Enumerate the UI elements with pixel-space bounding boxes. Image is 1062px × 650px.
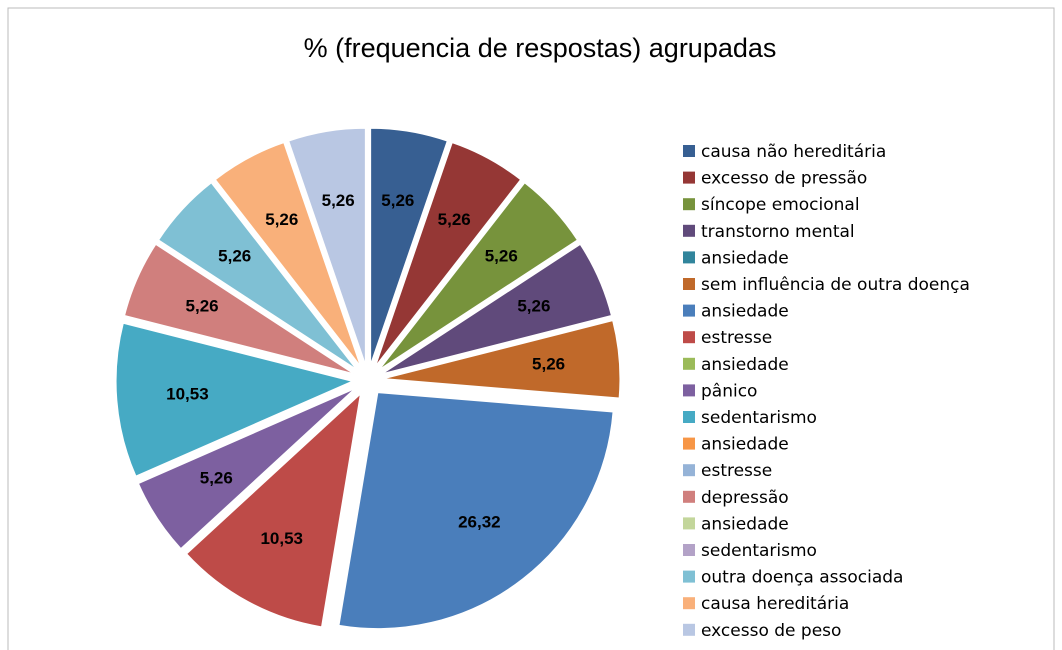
- data-label: 5,26: [265, 210, 298, 229]
- legend-swatch: [683, 251, 695, 264]
- pie-slice: [383, 320, 621, 399]
- pie-slice: [288, 127, 366, 365]
- legend-swatch: [683, 171, 695, 184]
- pie-slice: [338, 392, 614, 630]
- legend-label: ansiedade: [701, 302, 789, 322]
- legend-label: sedentarismo: [701, 541, 817, 561]
- legend-label: estresse: [701, 328, 772, 348]
- legend-label: depressão: [701, 488, 789, 508]
- data-label: 5,26: [532, 354, 565, 373]
- data-label: 5,26: [485, 247, 518, 266]
- pie-slice: [137, 388, 355, 550]
- data-label: 5,26: [200, 469, 233, 488]
- legend-swatch: [683, 597, 695, 610]
- data-label: 5,26: [381, 191, 414, 210]
- pie-slice: [375, 142, 522, 367]
- pie-slice: [214, 142, 361, 367]
- legend-label: pânico: [701, 381, 757, 401]
- legend-swatch: [683, 464, 695, 477]
- data-label: 10,53: [260, 529, 303, 548]
- legend-swatch: [683, 304, 695, 317]
- pie-slice: [158, 182, 357, 370]
- legend-label: estresse: [701, 461, 772, 481]
- pie-slice: [185, 392, 362, 628]
- data-label: 10,53: [166, 384, 209, 403]
- pie-slice: [156, 241, 355, 372]
- chart-title: % (frequencia de respostas) agrupadas: [304, 33, 777, 63]
- legend-label: sedentarismo: [701, 408, 817, 428]
- pie-slice: [182, 390, 357, 551]
- legend-swatch: [683, 411, 695, 423]
- data-label: 5,26: [322, 191, 355, 210]
- legend-swatch: [683, 198, 695, 211]
- pie-slice: [382, 243, 613, 375]
- legend-label: causa não hereditária: [701, 142, 886, 162]
- legend-label: causa hereditária: [701, 594, 849, 614]
- pie-slice: [383, 317, 613, 377]
- data-label: 5,26: [218, 247, 251, 266]
- legend-swatch: [683, 357, 695, 370]
- pie-slice: [379, 182, 578, 370]
- legend-swatch: [683, 623, 695, 636]
- legend-label: ansiedade: [701, 514, 789, 534]
- legend-label: excesso de peso: [701, 621, 841, 641]
- legend-swatch: [683, 437, 695, 450]
- data-label: 5,26: [186, 297, 219, 316]
- legend-label: ansiedade: [701, 435, 789, 455]
- data-label: 5,26: [517, 297, 550, 316]
- legend-swatch: [683, 544, 695, 556]
- legend-label: transtorno mental: [701, 222, 855, 242]
- pie-slice: [123, 243, 354, 375]
- legend-swatch: [683, 331, 695, 344]
- legend-label: ansiedade: [701, 248, 789, 268]
- legend-swatch: [683, 490, 695, 503]
- legend-label: síncope emocional: [701, 195, 860, 215]
- legend-label: ansiedade: [701, 355, 789, 375]
- data-label: 26,32: [458, 512, 501, 531]
- legend-swatch: [683, 384, 695, 397]
- legend-label: outra doença associada: [701, 568, 903, 588]
- legend-swatch: [683, 278, 695, 290]
- pie-slice: [370, 127, 448, 365]
- legend-label: excesso de pressão: [701, 169, 867, 189]
- legend-swatch: [683, 145, 695, 157]
- legend-label: sem influência de outra doença: [701, 275, 970, 295]
- data-label: 5,26: [438, 210, 471, 229]
- legend-swatch: [683, 517, 695, 530]
- legend-swatch: [683, 224, 695, 237]
- legend-swatch: [683, 570, 695, 583]
- pie-slice: [115, 322, 354, 477]
